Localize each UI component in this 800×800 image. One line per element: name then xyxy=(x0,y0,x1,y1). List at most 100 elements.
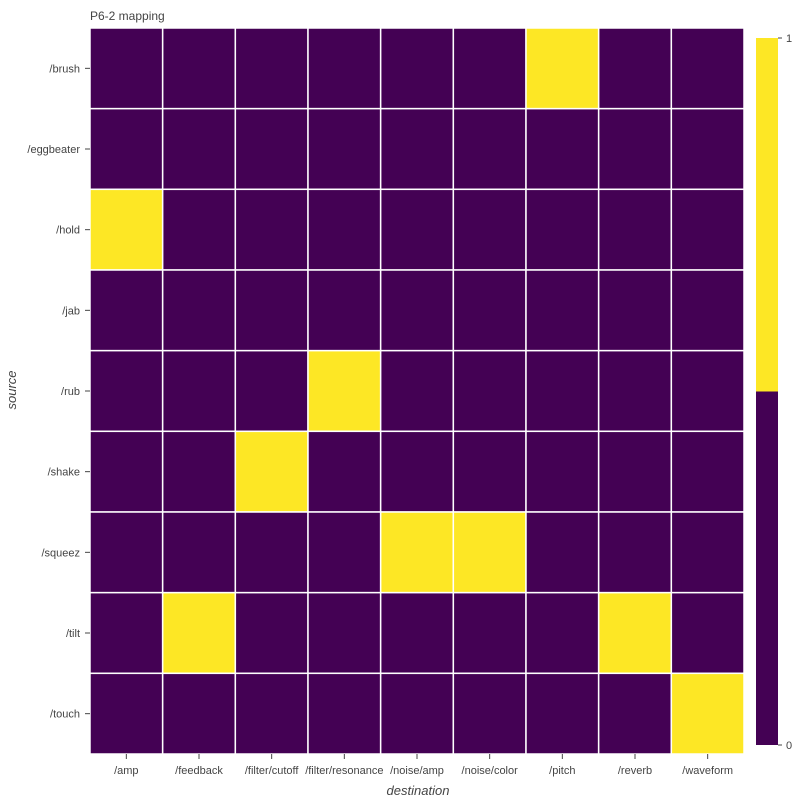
colorbar: 10 xyxy=(756,33,792,752)
heatmap-cell-2-3 xyxy=(307,188,382,271)
heatmap-cell-6-5 xyxy=(452,511,527,594)
heatmap-cell-7-7 xyxy=(597,591,673,675)
heatmap-cell-0-6 xyxy=(525,27,600,110)
colorbar-max-label: 1 xyxy=(786,33,792,45)
heatmap-cell-1-3 xyxy=(307,107,382,191)
heatmap-cell-2-0 xyxy=(89,188,164,271)
heatmap-cell-3-8 xyxy=(670,269,745,352)
heatmap-cell-7-4 xyxy=(379,591,455,675)
heatmap-cell-6-7 xyxy=(597,511,673,594)
heatmap-cell-5-1 xyxy=(161,430,237,513)
heatmap-cell-2-6 xyxy=(525,188,600,271)
colorbar-low-segment xyxy=(756,391,778,745)
heatmap-cell-3-0 xyxy=(89,269,164,352)
heatmap-cell-1-0 xyxy=(89,107,164,191)
x-tick-label: /feedback xyxy=(175,765,223,777)
heatmap-cell-1-7 xyxy=(597,107,673,191)
heatmap-cell-3-2 xyxy=(234,269,309,352)
heatmap-cell-3-3 xyxy=(307,269,382,352)
y-tick-label: /rub xyxy=(61,386,80,398)
colorbar-min-label: 0 xyxy=(786,740,792,752)
heatmap-cell-0-5 xyxy=(452,27,527,110)
heatmap-cell-0-8 xyxy=(670,27,745,110)
heatmap-cell-5-6 xyxy=(525,430,600,513)
heatmap-cell-4-1 xyxy=(161,349,237,433)
heatmap-cell-0-4 xyxy=(379,27,455,110)
heatmap-cell-4-8 xyxy=(670,349,745,433)
heatmap-cell-7-2 xyxy=(234,591,309,675)
heatmap-cell-7-1 xyxy=(161,591,237,675)
heatmap-cell-8-3 xyxy=(307,672,382,755)
colorbar-high-segment xyxy=(756,38,778,392)
heatmap-cell-0-3 xyxy=(307,27,382,110)
heatmap-cell-5-5 xyxy=(452,430,527,513)
heatmap-cell-2-4 xyxy=(379,188,455,271)
heatmap-cell-3-6 xyxy=(525,269,600,352)
x-tick-labels: /amp/feedback/filter/cutoff/filter/reson… xyxy=(114,754,733,777)
heatmap-cell-8-0 xyxy=(89,672,164,755)
heatmap-cell-0-2 xyxy=(234,27,309,110)
heatmap-cells xyxy=(89,27,745,755)
heatmap-cell-7-6 xyxy=(525,591,600,675)
y-tick-label: /tilt xyxy=(66,628,80,640)
y-axis-label: source xyxy=(4,370,19,409)
heatmap-cell-6-8 xyxy=(670,511,745,594)
y-tick-label: /jab xyxy=(62,305,80,317)
heatmap-cell-6-4 xyxy=(379,511,455,594)
heatmap-cell-8-1 xyxy=(161,672,237,755)
y-tick-label: /brush xyxy=(49,63,80,75)
heatmap-cell-4-7 xyxy=(597,349,673,433)
heatmap-cell-4-5 xyxy=(452,349,527,433)
heatmap-cell-0-1 xyxy=(161,27,237,110)
heatmap-cell-6-6 xyxy=(525,511,600,594)
y-tick-label: /squeez xyxy=(41,547,80,559)
heatmap-cell-7-5 xyxy=(452,591,527,675)
heatmap-cell-8-7 xyxy=(597,672,673,755)
heatmap-cell-2-2 xyxy=(234,188,309,271)
heatmap-cell-5-8 xyxy=(670,430,745,513)
heatmap-cell-5-3 xyxy=(307,430,382,513)
x-tick-label: /pitch xyxy=(549,765,575,777)
y-tick-label: /hold xyxy=(56,225,80,237)
heatmap-cell-6-0 xyxy=(89,511,164,594)
heatmap-cell-5-4 xyxy=(379,430,455,513)
heatmap-cell-2-7 xyxy=(597,188,673,271)
heatmap-cell-5-7 xyxy=(597,430,673,513)
heatmap-cell-3-5 xyxy=(452,269,527,352)
x-tick-label: /filter/cutoff xyxy=(245,765,300,777)
heatmap-cell-3-7 xyxy=(597,269,673,352)
heatmap-cell-5-2 xyxy=(234,430,309,513)
heatmap-cell-7-3 xyxy=(307,591,382,675)
heatmap-cell-2-1 xyxy=(161,188,237,271)
heatmap-cell-8-8 xyxy=(670,672,745,755)
chart-title: P6-2 mapping xyxy=(90,9,165,23)
x-tick-label: /noise/amp xyxy=(390,765,444,777)
heatmap-cell-1-6 xyxy=(525,107,600,191)
heatmap-cell-2-5 xyxy=(452,188,527,271)
y-tick-labels: /brush/eggbeater/hold/jab/rub/shake/sque… xyxy=(27,63,90,721)
y-tick-label: /shake xyxy=(48,467,80,479)
x-tick-label: /waveform xyxy=(682,765,733,777)
heatmap-cell-8-4 xyxy=(379,672,455,755)
heatmap-cell-7-8 xyxy=(670,591,745,675)
heatmap-cell-0-7 xyxy=(597,27,673,110)
heatmap-cell-5-0 xyxy=(89,430,164,513)
heatmap-cell-1-1 xyxy=(161,107,237,191)
heatmap-cell-4-3 xyxy=(307,349,382,433)
heatmap-cell-8-6 xyxy=(525,672,600,755)
heatmap-cell-6-3 xyxy=(307,511,382,594)
x-tick-label: /filter/resonance xyxy=(305,765,383,777)
heatmap-cell-1-5 xyxy=(452,107,527,191)
y-tick-label: /eggbeater xyxy=(27,144,80,156)
heatmap-cell-1-4 xyxy=(379,107,455,191)
y-tick-label: /touch xyxy=(50,709,80,721)
heatmap-cell-8-5 xyxy=(452,672,527,755)
heatmap-cell-1-8 xyxy=(670,107,745,191)
heatmap-cell-8-2 xyxy=(234,672,309,755)
x-tick-label: /reverb xyxy=(618,765,652,777)
heatmap-cell-2-8 xyxy=(670,188,745,271)
heatmap-cell-0-0 xyxy=(89,27,164,110)
heatmap-cell-3-1 xyxy=(161,269,237,352)
heatmap-cell-7-0 xyxy=(89,591,164,675)
